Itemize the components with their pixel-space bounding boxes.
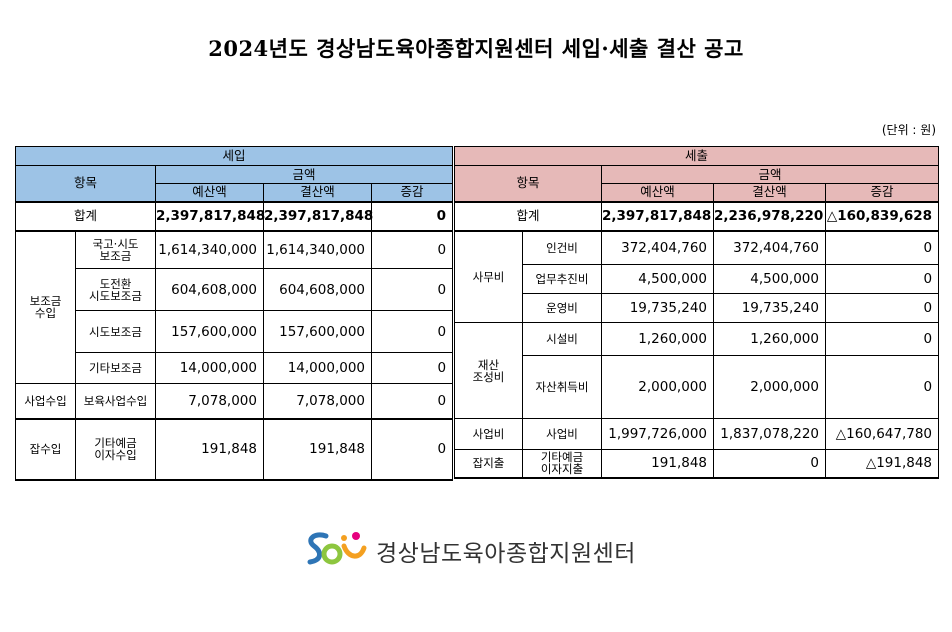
income-row-budget: 14,000,000 <box>155 352 264 384</box>
income-change-header: 증감 <box>370 183 454 202</box>
income-total-label: 합계 <box>15 200 156 232</box>
expense-header: 세출 <box>453 146 940 166</box>
expense-budget-header: 예산액 <box>601 183 714 202</box>
expense-row-settled: 1,260,000 <box>713 322 826 356</box>
expense-row-settled: 0 <box>713 449 826 479</box>
expense-row-change: 0 <box>824 355 940 419</box>
income-total-change: 0 <box>370 200 454 232</box>
income-settled-header: 결산액 <box>263 183 372 202</box>
expense-total-settled: 2,236,978,220 <box>713 200 826 232</box>
income-row-change: 0 <box>370 310 454 353</box>
income-row-label: 도전환 시도보조금 <box>75 268 156 311</box>
income-row-change: 0 <box>370 230 454 269</box>
income-row-settled: 14,000,000 <box>263 352 372 384</box>
expense-row-change: 0 <box>824 322 940 356</box>
income-row-budget: 157,600,000 <box>155 310 264 353</box>
income-item-header: 항목 <box>15 165 156 202</box>
income-row-label: 국고·시도 보조금 <box>75 230 156 269</box>
income-row-budget: 604,608,000 <box>155 268 264 311</box>
expense-row-change: 0 <box>824 230 940 265</box>
table-row: 재산 조성비 시설비 1,260,000 1,260,000 0 <box>454 322 940 419</box>
income-row-change: 0 <box>370 418 454 481</box>
expense-total-label: 합계 <box>454 200 602 232</box>
income-row-change: 0 <box>370 268 454 311</box>
expense-row-budget: 19,735,240 <box>601 293 714 323</box>
income-row-settled: 1,614,340,000 <box>263 230 372 269</box>
income-row-change: 0 <box>370 383 454 420</box>
income-row-change: 0 <box>370 352 454 384</box>
table-row: 사업비 사업비 1,997,726,000 1,837,078,220 △160… <box>454 418 940 450</box>
table-row: 운영비 19,735,240 19,735,240 0 <box>455 293 940 323</box>
expense-table: 세출 항목 금액 예산액 결산액 증감 합계 2,397,817,848 2,2… <box>453 146 940 479</box>
expense-row-change: △191,848 <box>824 449 940 479</box>
income-total-settled: 2,397,817,848 <box>263 200 373 232</box>
income-row-settled: 7,078,000 <box>263 383 372 420</box>
expense-group-property: 재산 조성비 <box>454 322 523 419</box>
expense-row-change: 0 <box>824 293 940 323</box>
table-row: 도전환 시도보조금 604,608,000 604,608,000 0 <box>16 268 454 311</box>
table-row: 시도보조금 157,600,000 157,600,000 0 <box>16 310 454 353</box>
center-logo: 경상남도육아종합지원센터 <box>304 528 664 568</box>
table-row: 사업수입 보육사업수입 7,078,000 7,078,000 0 <box>15 383 454 420</box>
expense-row-settled: 4,500,000 <box>713 264 826 294</box>
income-group-business: 사업수입 <box>15 383 76 420</box>
income-group-misc: 잡수입 <box>15 418 76 481</box>
expense-row-change: △160,647,780 <box>824 418 940 450</box>
expense-row-label: 사업비 <box>522 418 602 450</box>
income-row-settled: 157,600,000 <box>263 310 372 353</box>
income-row-budget: 1,614,340,000 <box>155 230 264 269</box>
expense-group-misc: 잡지출 <box>454 449 523 479</box>
expense-group-project: 사업비 <box>454 418 523 450</box>
table-row: 기타보조금 14,000,000 14,000,000 0 <box>16 352 454 384</box>
expense-row-label: 운영비 <box>522 293 602 323</box>
income-total-budget: 2,397,817,848 <box>155 200 265 232</box>
table-row: 자산취득비 2,000,000 2,000,000 0 <box>455 355 940 419</box>
expense-row-label: 기타예금 이자지출 <box>522 449 602 479</box>
income-row-label: 보육사업수입 <box>75 383 156 420</box>
expense-group-office: 사무비 <box>454 230 523 323</box>
expense-total-budget: 2,397,817,848 <box>601 200 714 232</box>
income-row-label: 시도보조금 <box>75 310 156 353</box>
logo-mark-icon <box>307 532 367 565</box>
income-row-budget: 191,848 <box>155 418 264 481</box>
table-row: 사무비 인건비 372,404,760 372,404,760 0 <box>454 230 940 323</box>
expense-row-settled: 1,837,078,220 <box>713 418 826 450</box>
expense-settled-header: 결산액 <box>713 183 826 202</box>
income-group-subsidy: 보조금 수입 <box>15 230 76 384</box>
unit-note: (단위 : 원) <box>881 123 936 137</box>
expense-row-settled: 372,404,760 <box>713 230 826 265</box>
income-table: 세입 항목 금액 예산액 결산액 증감 합계 2,397,817,848 2,3… <box>14 146 454 481</box>
page-title: 2024년도 경상남도육아종합지원센터 세입·세출 결산 공고 <box>208 36 744 61</box>
expense-change-header: 증감 <box>824 183 940 202</box>
expense-row-budget: 1,260,000 <box>601 322 714 356</box>
expense-amount-header: 금액 <box>600 165 940 184</box>
income-row-budget: 7,078,000 <box>155 383 264 420</box>
income-budget-header: 예산액 <box>155 183 264 202</box>
income-row-settled: 191,848 <box>263 418 372 481</box>
expense-row-budget: 191,848 <box>601 449 714 479</box>
table-row: 잡수입 기타예금 이자수입 191,848 191,848 0 <box>15 418 454 481</box>
expense-total-change: △160,839,628 <box>824 200 940 232</box>
expense-row-budget: 4,500,000 <box>601 264 714 294</box>
expense-row-settled: 19,735,240 <box>713 293 826 323</box>
income-row-label: 기타예금 이자수입 <box>75 418 156 481</box>
expense-row-label: 업무추진비 <box>522 264 602 294</box>
expense-row-label: 시설비 <box>522 322 602 356</box>
income-row-settled: 604,608,000 <box>263 268 372 311</box>
expense-row-label: 인건비 <box>522 230 602 265</box>
logo-text: 경상남도육아종합지원센터 <box>376 541 636 567</box>
expense-row-budget: 372,404,760 <box>601 230 714 265</box>
expense-row-label: 자산취득비 <box>522 355 602 419</box>
expense-row-settled: 2,000,000 <box>713 355 826 419</box>
expense-item-header: 항목 <box>454 165 602 202</box>
income-amount-header: 금액 <box>154 165 454 184</box>
table-row: 보조금 수입 국고·시도 보조금 1,614,340,000 1,614,340… <box>15 230 454 384</box>
table-row: 업무추진비 4,500,000 4,500,000 0 <box>455 264 940 294</box>
table-row: 잡지출 기타예금 이자지출 191,848 0 △191,848 <box>454 449 940 479</box>
expense-row-budget: 2,000,000 <box>601 355 714 419</box>
income-row-label: 기타보조금 <box>75 352 156 384</box>
expense-row-change: 0 <box>824 264 940 294</box>
expense-row-budget: 1,997,726,000 <box>601 418 714 450</box>
income-header: 세입 <box>14 146 454 166</box>
